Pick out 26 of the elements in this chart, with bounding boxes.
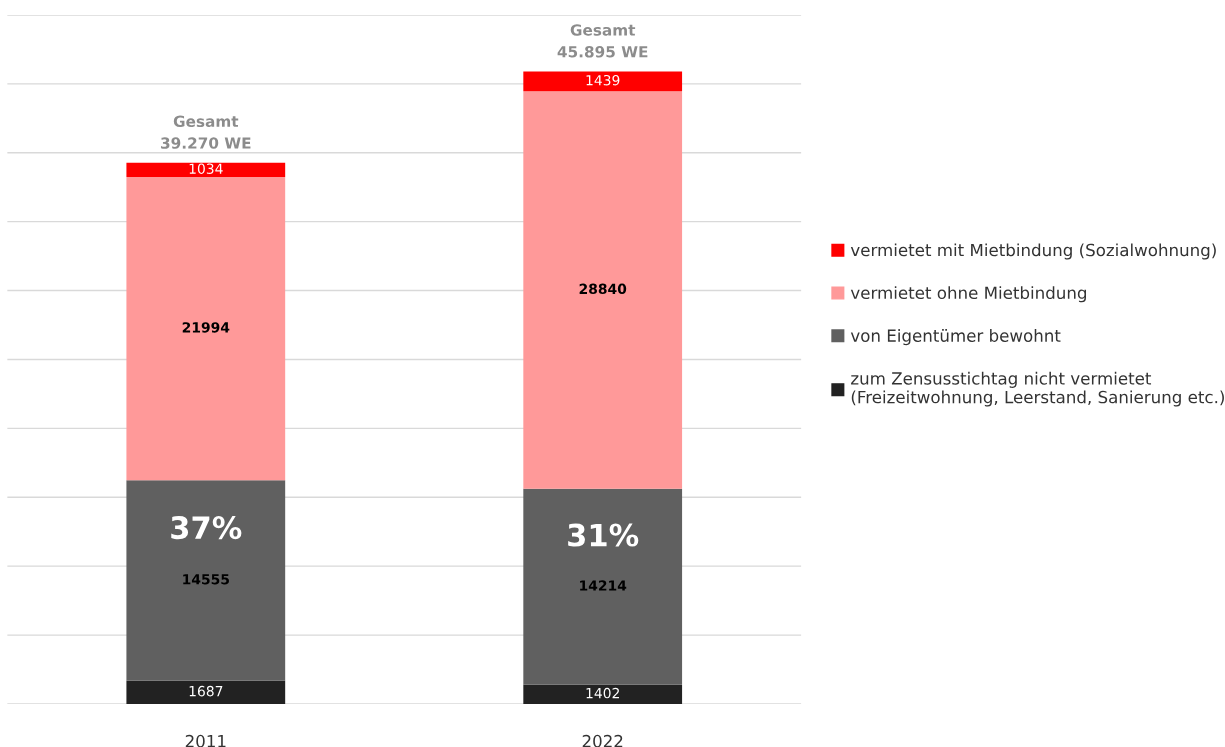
bar bbox=[523, 91, 683, 489]
bar bbox=[126, 480, 286, 681]
legend-label: von Eigentümer bewohnt bbox=[850, 329, 1061, 346]
bar bbox=[523, 488, 683, 685]
data-label: 1439 bbox=[586, 74, 620, 86]
legend-label: vermietet ohne Mietbindung bbox=[850, 286, 1086, 303]
annotation: 31% bbox=[568, 523, 639, 547]
legend-label: zum Zensusstichtag nicht vermietet (Freizeitwohnung, Leerstand, Sanierung etc.) bbox=[851, 371, 1224, 407]
bar bbox=[523, 684, 683, 704]
annotation: 37% bbox=[171, 516, 242, 540]
x-tick-label: 2022 bbox=[582, 734, 623, 747]
bar bbox=[126, 162, 286, 178]
bar bbox=[126, 177, 286, 481]
total-label: Gesamt 39.270 WE bbox=[161, 115, 251, 149]
data-label: 21994 bbox=[182, 322, 230, 333]
data-label: 28840 bbox=[579, 283, 627, 295]
data-label: 1402 bbox=[586, 687, 619, 699]
bar bbox=[523, 71, 683, 92]
data-label: 14214 bbox=[580, 580, 627, 591]
data-label: 1687 bbox=[189, 685, 223, 697]
data-label: 1034 bbox=[189, 163, 223, 174]
bar bbox=[126, 680, 286, 704]
data-label: 14555 bbox=[183, 574, 229, 585]
x-tick-label: 2011 bbox=[185, 734, 226, 747]
total-label: Gesamt 45.895 WE bbox=[557, 24, 648, 58]
legend-label: vermietet mit Mietbindung (Sozialwohnung) bbox=[850, 243, 1216, 260]
